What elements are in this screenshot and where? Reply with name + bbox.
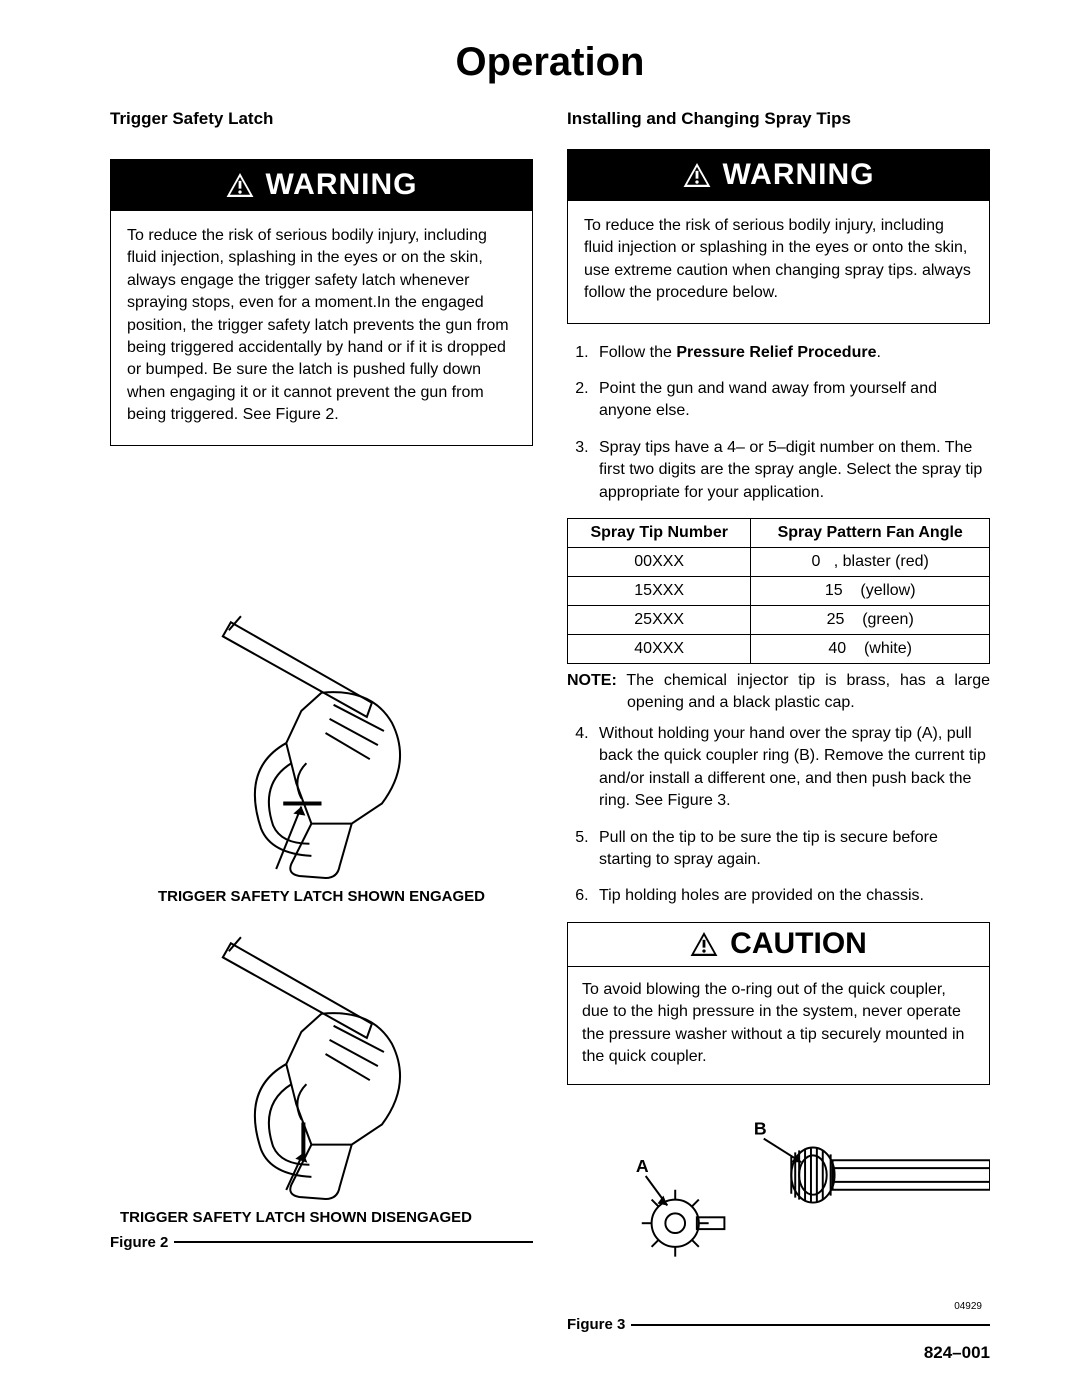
warning-banner-right: WARNING	[567, 149, 990, 201]
table-cell: 15XXX	[568, 576, 751, 605]
figure3-label-row: Figure 3	[567, 1316, 990, 1333]
gun-disengaged-illustration	[110, 913, 533, 1205]
section-heading-left: Trigger Safety Latch	[110, 109, 533, 129]
left-column: Trigger Safety Latch WARNING To reduce t…	[110, 105, 533, 1363]
step-item: Spray tips have a 4– or 5–digit number o…	[593, 437, 990, 504]
page-title: Operation	[110, 40, 990, 85]
document-number: 824–001	[567, 1343, 990, 1363]
warning-icon	[690, 931, 718, 957]
page: Operation Trigger Safety Latch WARNING T…	[0, 0, 1080, 1393]
step-item: Pull on the tip to be sure the tip is se…	[593, 827, 990, 872]
table-cell: 40 (white)	[751, 634, 990, 663]
figure2-label-row: Figure 2	[110, 1234, 533, 1251]
caution-label: CAUTION	[730, 927, 867, 961]
table-cell: 40XXX	[568, 634, 751, 663]
label-b: B	[754, 1119, 767, 1139]
table-header: Spray Tip Number	[568, 518, 751, 547]
warning-text-left: To reduce the risk of serious bodily inj…	[110, 211, 533, 446]
table-cell: 25XXX	[568, 605, 751, 634]
warning-text-right: To reduce the risk of serious bodily inj…	[567, 201, 990, 324]
table-row: 00XXX 0 , blaster (red)	[568, 547, 990, 576]
warning-banner-left: WARNING	[110, 159, 533, 211]
warning-block-left: WARNING To reduce the risk of serious bo…	[110, 159, 533, 446]
figure2-caption-engaged: TRIGGER SAFETY LATCH SHOWN ENGAGED	[110, 888, 533, 905]
gun-engaged-illustration	[110, 592, 533, 884]
hr	[631, 1324, 990, 1326]
columns: Trigger Safety Latch WARNING To reduce t…	[110, 105, 990, 1363]
step-item: Without holding your hand over the spray…	[593, 723, 990, 813]
spray-tip-table: Spray Tip Number Spray Pattern Fan Angle…	[567, 518, 990, 664]
warning-block-right: WARNING To reduce the risk of serious bo…	[567, 149, 990, 324]
note-label: NOTE:	[567, 672, 617, 689]
figure3-label: Figure 3	[567, 1316, 625, 1333]
step-item: Point the gun and wand away from yoursel…	[593, 378, 990, 423]
caution-block: CAUTION To avoid blowing the o-ring out …	[567, 922, 990, 1086]
right-column: Installing and Changing Spray Tips WARNI…	[567, 105, 990, 1363]
table-cell: 15 (yellow)	[751, 576, 990, 605]
note-text: The chemical injector tip is brass, has …	[626, 672, 990, 711]
table-row: 15XXX 15 (yellow)	[568, 576, 990, 605]
section-heading-right: Installing and Changing Spray Tips	[567, 109, 990, 129]
warning-icon	[226, 172, 254, 198]
table-cell: 00XXX	[568, 547, 751, 576]
warning-label: WARNING	[723, 158, 875, 192]
table-header: Spray Pattern Fan Angle	[751, 518, 990, 547]
steps-4-6: Without holding your hand over the spray…	[567, 723, 990, 908]
spray-tip-illustration: B	[567, 1115, 990, 1292]
hr	[174, 1241, 533, 1243]
table-row: 25XXX 25 (green)	[568, 605, 990, 634]
figure2-label: Figure 2	[110, 1234, 168, 1251]
label-a: A	[636, 1156, 649, 1176]
table-row: 40XXX 40 (white)	[568, 634, 990, 663]
figure2-block: TRIGGER SAFETY LATCH SHOWN ENGAGED	[110, 592, 533, 1251]
illustration-number: 04929	[567, 1301, 982, 1312]
table-cell: 25 (green)	[751, 605, 990, 634]
steps-1-3: Follow the Pressure Relief Procedure. Po…	[567, 342, 990, 504]
step-item: Follow the Pressure Relief Procedure.	[593, 342, 990, 364]
caution-banner: CAUTION	[568, 923, 989, 967]
step-item: Tip holding holes are provided on the ch…	[593, 885, 990, 907]
warning-icon	[683, 162, 711, 188]
caution-text: To avoid blowing the o-ring out of the q…	[568, 967, 989, 1085]
warning-label: WARNING	[266, 168, 418, 202]
note: NOTE: The chemical injector tip is brass…	[567, 670, 990, 713]
figure2-caption-disengaged: TRIGGER SAFETY LATCH SHOWN DISENGAGED	[110, 1209, 533, 1226]
table-cell: 0 , blaster (red)	[751, 547, 990, 576]
